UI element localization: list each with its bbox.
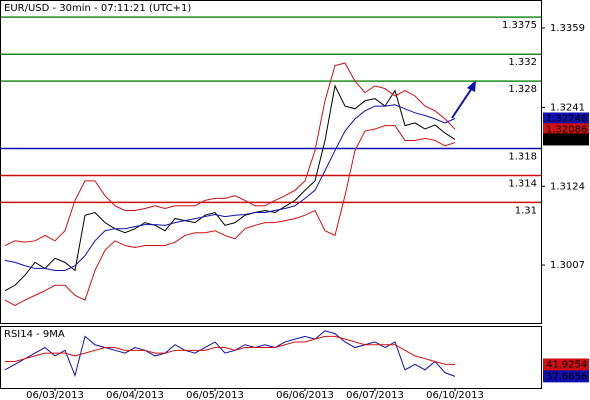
x-tick-label: 06/06/2013 [276, 390, 334, 400]
level-label: 1.31 [515, 205, 537, 216]
x-tick-label: 06/04/2013 [106, 390, 164, 400]
price-tag: 1.32086 [546, 124, 587, 135]
rsi-panel [0, 326, 542, 389]
series-line [5, 335, 456, 365]
price-tag: 37.6656 [546, 371, 587, 382]
price-tag: 1.31935 [546, 134, 587, 145]
x-tick-label: 06/07/2013 [346, 390, 404, 400]
level-label: 1.332 [508, 57, 537, 68]
series-line [4, 62, 456, 246]
series-line [4, 104, 456, 271]
price-tag-bg [543, 112, 589, 125]
y-tick-label: 1.3241 [550, 102, 585, 113]
level-label: 1.318 [508, 152, 537, 163]
price-tag-bg [543, 133, 589, 146]
level-label: 1.3375 [502, 20, 537, 31]
x-tick-label: 06/03/2013 [26, 390, 84, 400]
y-tick-label: 1.3007 [550, 260, 585, 271]
price-tag-bg [543, 123, 589, 136]
price-tag: 41.9254 [546, 359, 587, 370]
x-tick-label: 06/05/2013 [186, 390, 244, 400]
chart-title: EUR/USD - 30min - 07:11:21 (UTC+1) [4, 3, 191, 14]
series-line [4, 84, 456, 292]
y-tick-label: 1.3359 [550, 23, 585, 34]
y-tick-label: 1.3124 [550, 181, 585, 192]
price-tag: 1.32246 [546, 113, 587, 124]
series-line [4, 125, 456, 307]
price-tag-bg [543, 358, 589, 371]
x-tick-label: 06/10/2013 [426, 390, 484, 400]
price-tag-bg [543, 370, 589, 383]
rsi-title: RSI14 - 9MA [4, 329, 65, 340]
price-panel [0, 0, 542, 324]
level-label: 1.314 [508, 178, 537, 189]
level-label: 1.328 [508, 84, 537, 95]
trend-arrow [451, 80, 476, 119]
